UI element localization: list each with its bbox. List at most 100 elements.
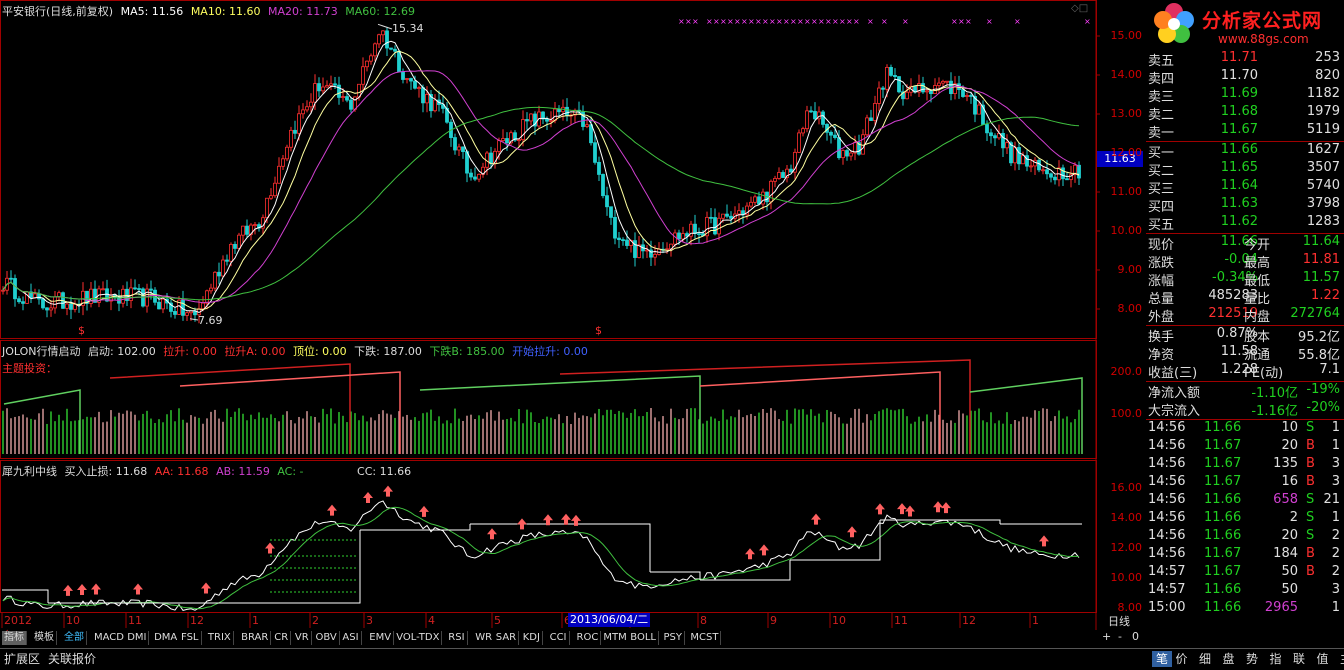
bid-row[interactable]: 买四 11.63 3798 [1146, 196, 1342, 215]
panel-tab-5[interactable]: 指 [1269, 652, 1282, 666]
tab-roc[interactable]: ROC [574, 631, 602, 645]
x-tick-label: 1 [252, 614, 259, 627]
tab-wr[interactable]: WR [473, 631, 496, 645]
candlestick-chart[interactable]: × × × × × × × × × × × × × × × × × × × × × × × × × × × × × × × × × × [1, 17, 1091, 324]
tab-vol-tdx[interactable]: VOL-TDX [394, 631, 443, 645]
tab-psy[interactable]: PSY [661, 631, 685, 645]
tab-macd[interactable]: MACD [92, 631, 127, 645]
ask-row[interactable]: 卖一 11.67 5119 [1146, 122, 1342, 141]
candle-body [309, 101, 313, 108]
tab-dmi[interactable]: DMI [125, 631, 150, 645]
panel-controls-icon[interactable]: ◇□ [1071, 3, 1089, 14]
candle-body [769, 180, 773, 203]
tab-trix[interactable]: TRIX [205, 631, 234, 645]
jolon-dingwei: 顶位: 0.00 [292, 345, 347, 358]
tab-cci[interactable]: CCI [547, 631, 570, 645]
related-quote-button[interactable]: 关联报价 [48, 652, 97, 666]
tab-dma[interactable]: DMA [152, 631, 181, 645]
expand-area-button[interactable]: 扩展区 [4, 652, 41, 666]
panel-tab-8[interactable]: 主 [1340, 651, 1344, 667]
tick-price: 11.67 [1204, 564, 1242, 579]
buy-arrow-icon [517, 518, 527, 530]
bid-row[interactable]: 买三 11.64 5740 [1146, 178, 1342, 197]
panel-tab-3[interactable]: 盘 [1222, 652, 1235, 666]
tab-fsl[interactable]: FSL [179, 631, 202, 645]
candle-body [169, 302, 173, 312]
bid-row[interactable]: 买一 11.66 1627 [1146, 142, 1342, 161]
quote-value: 11.66 [1220, 234, 1258, 249]
current-price-tag: 11.63 [1097, 151, 1143, 167]
jolon-ramp-line [179, 371, 401, 454]
panel-tab-4[interactable]: 势 [1246, 652, 1259, 666]
signal-line-chart[interactable] [2, 485, 1082, 611]
tab-mtm[interactable]: MTM [601, 631, 630, 645]
zoom-controls: + - 0 [1098, 630, 1146, 646]
tab-kdj[interactable]: KDJ [520, 631, 543, 645]
signal-header: 犀九利中线 买入止损: 11.68 AA: 11.68 AB: 11.59 AC… [2, 463, 415, 479]
ask-row[interactable]: 卖五 11.71 253 [1146, 50, 1342, 69]
candle-body [525, 119, 529, 122]
panel-tab-2[interactable]: 细 [1199, 652, 1212, 666]
quote-value: 11.57 [1302, 270, 1340, 285]
tab-boll[interactable]: BOLL [628, 631, 659, 645]
stop-loss-step [700, 560, 791, 581]
ask-row[interactable]: 卖三 11.69 1182 [1146, 86, 1342, 105]
tick-volume: 20 [1281, 528, 1298, 543]
bid-volume: 1283 [1306, 214, 1340, 229]
panel-tab-0[interactable]: 笔 [1152, 651, 1173, 667]
candle-body [105, 288, 109, 302]
tab-brar[interactable]: BRAR [239, 631, 272, 645]
ask-row[interactable]: 卖二 11.68 1979 [1146, 104, 1342, 123]
jolon-ramp-line [419, 375, 701, 454]
ask-price: 11.68 [1220, 104, 1258, 119]
tab-指标[interactable]: 指标 [2, 631, 27, 645]
zoom-in-button[interactable]: + [1102, 630, 1112, 643]
tab-rsi[interactable]: RSI [446, 631, 468, 645]
tab-sar[interactable]: SAR [493, 631, 520, 645]
tab-全部[interactable]: 全部 [62, 631, 87, 645]
candle-body [69, 303, 73, 310]
signal-panel-border [0, 460, 1097, 613]
tab-emv[interactable]: EMV [367, 631, 395, 645]
zoom-out-button[interactable]: - [1118, 630, 1122, 643]
tick-time: 14:56 [1148, 420, 1186, 435]
tab-mcst[interactable]: MCST [688, 631, 722, 645]
tab-vr[interactable]: VR [292, 631, 312, 645]
ask-label: 卖一 [1148, 126, 1175, 141]
stop-loss-step [2, 589, 49, 603]
candle-body [129, 287, 133, 301]
tab-obv[interactable]: OBV [313, 631, 340, 645]
candle-body [305, 106, 309, 111]
panel-tab-7[interactable]: 值 [1316, 652, 1329, 666]
candle-body [405, 78, 409, 80]
candle-body [705, 216, 709, 237]
tab-asi[interactable]: ASI [340, 631, 362, 645]
candle-body [869, 117, 873, 121]
tick-time: 14:56 [1148, 438, 1186, 453]
zoom-reset-button[interactable]: 0 [1132, 630, 1139, 643]
tick-count: 1 [1331, 438, 1340, 453]
jolon-indicator-chart[interactable] [2, 359, 1083, 454]
bid-row[interactable]: 买二 11.65 3507 [1146, 160, 1342, 179]
jolon-header: JOLON行情启动 启动: 102.00 拉升: 0.00 拉升A: 0.00 … [2, 343, 592, 359]
tick-row: 14:56 11.67 184 B 2 [1146, 546, 1342, 564]
candle-body [925, 90, 929, 93]
candle-body [1037, 159, 1041, 171]
ask-row[interactable]: 卖四 11.70 820 [1146, 68, 1342, 87]
chart-canvas[interactable]: × × × × × × × × × × × × × × × × × × × × × × × × × × × × × × × × × × [0, 0, 1146, 630]
period-label[interactable]: 日线 [1108, 615, 1130, 628]
bid-label: 买五 [1148, 218, 1175, 233]
panel-tab-1[interactable]: 价 [1175, 652, 1188, 666]
tab-cr[interactable]: CR [272, 631, 292, 645]
dollar-marker: $ [78, 324, 85, 337]
bid-row[interactable]: 买五 11.62 1283 [1146, 214, 1342, 233]
bid-price: 11.66 [1220, 142, 1258, 157]
buy-arrow-icon [905, 505, 915, 517]
tab-模板[interactable]: 模板 [32, 631, 57, 645]
candle-body [137, 288, 141, 290]
signal-cc: CC: 11.66 [357, 465, 412, 478]
candle-body [269, 195, 273, 199]
bottom-bar: 扩展区 关联报价 笔价细盘势指联值主 [0, 648, 1344, 670]
panel-tab-6[interactable]: 联 [1293, 652, 1306, 666]
candle-body [709, 216, 713, 219]
